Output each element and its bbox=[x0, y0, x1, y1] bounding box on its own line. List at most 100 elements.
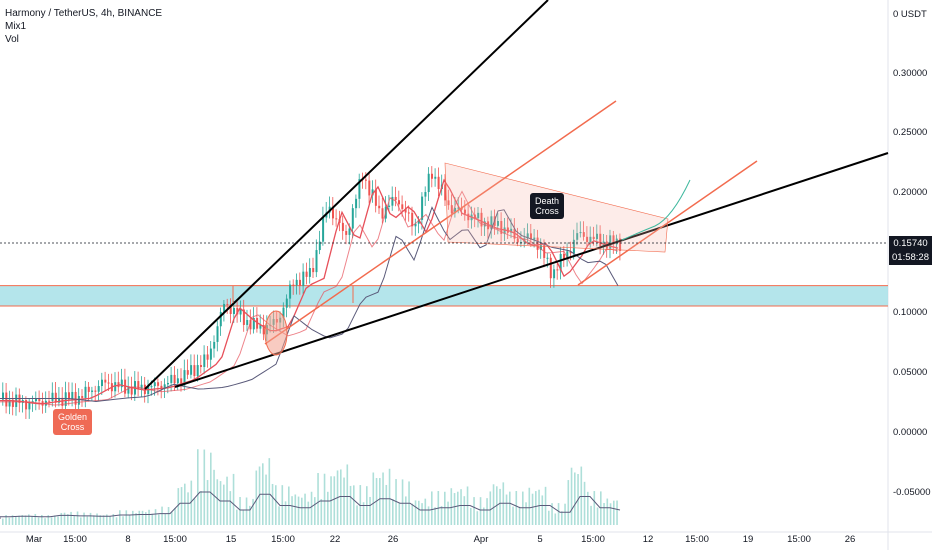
x-tick-label: 8 bbox=[125, 534, 130, 545]
candle-body bbox=[388, 205, 391, 207]
candle-body bbox=[500, 221, 503, 234]
candle-body bbox=[219, 311, 222, 327]
volume-bar bbox=[275, 485, 277, 525]
volume-bar bbox=[587, 491, 589, 525]
volume-bar bbox=[518, 506, 521, 525]
legend-indicator-vol[interactable]: Vol bbox=[5, 34, 19, 45]
volume-bar bbox=[154, 509, 157, 525]
candle-body bbox=[28, 402, 31, 410]
candle-body bbox=[510, 228, 513, 233]
volume-bar bbox=[333, 476, 336, 525]
volume-bar bbox=[525, 502, 527, 525]
volume-bar bbox=[580, 466, 583, 525]
candle-body bbox=[157, 382, 160, 386]
volume-bar bbox=[18, 515, 20, 525]
candle-body bbox=[497, 221, 499, 226]
x-tick-label: 15:00 bbox=[685, 534, 709, 545]
volume-bar bbox=[37, 517, 40, 525]
volume-bar bbox=[424, 498, 427, 525]
candle-body bbox=[206, 354, 209, 360]
candle-body bbox=[262, 325, 265, 335]
legend-indicator-mix1[interactable]: Mix1 bbox=[5, 21, 27, 32]
volume-bar bbox=[388, 468, 391, 525]
volume-bar bbox=[489, 491, 492, 525]
candle-body bbox=[566, 251, 569, 259]
candle-body bbox=[81, 396, 84, 398]
candle-body bbox=[216, 326, 219, 342]
highlight-ellipse bbox=[264, 310, 288, 356]
candle-body bbox=[417, 219, 420, 224]
upper-trendline bbox=[144, 0, 549, 390]
candle-body bbox=[226, 303, 229, 305]
candle-body bbox=[203, 354, 206, 367]
volume-bar bbox=[395, 479, 397, 525]
candle-body bbox=[71, 391, 74, 400]
volume-bar bbox=[141, 510, 144, 525]
y-tick-label: 0.10000 bbox=[893, 307, 927, 318]
candle-body bbox=[153, 382, 156, 387]
volume-bar bbox=[379, 478, 381, 525]
candle-body bbox=[351, 208, 354, 229]
volume-bar bbox=[148, 509, 150, 525]
volume-bar bbox=[479, 497, 482, 525]
volume-bar bbox=[512, 506, 514, 525]
x-tick-label: 15:00 bbox=[271, 534, 295, 545]
golden-cross-text: Golden Cross bbox=[58, 412, 88, 432]
volume-bar bbox=[161, 506, 163, 525]
candle-body bbox=[190, 365, 193, 375]
candle-body bbox=[599, 233, 602, 247]
candle-body bbox=[104, 379, 107, 383]
volume-bar bbox=[369, 496, 371, 525]
candle-body bbox=[51, 392, 54, 401]
volume-bar bbox=[314, 497, 316, 525]
candle-body bbox=[516, 238, 519, 243]
candle-body bbox=[183, 370, 186, 386]
volume-bar bbox=[447, 501, 449, 525]
candle-body bbox=[176, 378, 179, 384]
candle-body bbox=[559, 253, 562, 271]
y-tick-label: 0.30000 bbox=[893, 68, 927, 79]
candle-body bbox=[609, 235, 612, 249]
volume-bar bbox=[473, 497, 475, 525]
volume-bar bbox=[444, 491, 446, 525]
volume-bar bbox=[434, 507, 436, 525]
volume-bar bbox=[132, 510, 134, 525]
volume-bar bbox=[483, 507, 485, 525]
volume-bar bbox=[340, 469, 342, 525]
candle-body bbox=[582, 232, 585, 237]
candle-body bbox=[378, 205, 381, 209]
sma-line bbox=[0, 206, 619, 403]
candle-body bbox=[365, 179, 367, 181]
volume-bar bbox=[450, 488, 453, 525]
volume-bar bbox=[67, 514, 69, 525]
volume-bar bbox=[236, 509, 238, 525]
candle-body bbox=[530, 233, 532, 240]
volume-bar bbox=[255, 470, 258, 525]
volume-bar bbox=[538, 489, 540, 525]
volume-bar bbox=[135, 513, 137, 525]
candle-body bbox=[312, 268, 315, 273]
candle-body bbox=[48, 400, 51, 402]
candle-body bbox=[35, 398, 37, 402]
candle-body bbox=[282, 307, 285, 318]
candle-body bbox=[480, 212, 483, 227]
candle-body bbox=[536, 237, 539, 250]
x-tick-label: 15:00 bbox=[163, 534, 187, 545]
candle-body bbox=[391, 196, 394, 206]
candle-body bbox=[447, 200, 450, 206]
candle-body bbox=[503, 227, 506, 234]
volume-bar bbox=[317, 473, 319, 525]
x-tick-label: 19 bbox=[743, 534, 754, 545]
volume-bar bbox=[180, 487, 183, 525]
candle-body bbox=[358, 179, 361, 199]
price-scale bbox=[888, 0, 932, 550]
candle-body bbox=[186, 370, 189, 375]
volume-bar bbox=[414, 500, 417, 525]
x-tick-label: 15:00 bbox=[581, 534, 605, 545]
volume-bar bbox=[554, 513, 557, 525]
x-tick-label: 12 bbox=[643, 534, 654, 545]
candle-body bbox=[91, 390, 94, 392]
candle-body bbox=[394, 196, 397, 201]
candle-body bbox=[589, 236, 592, 242]
